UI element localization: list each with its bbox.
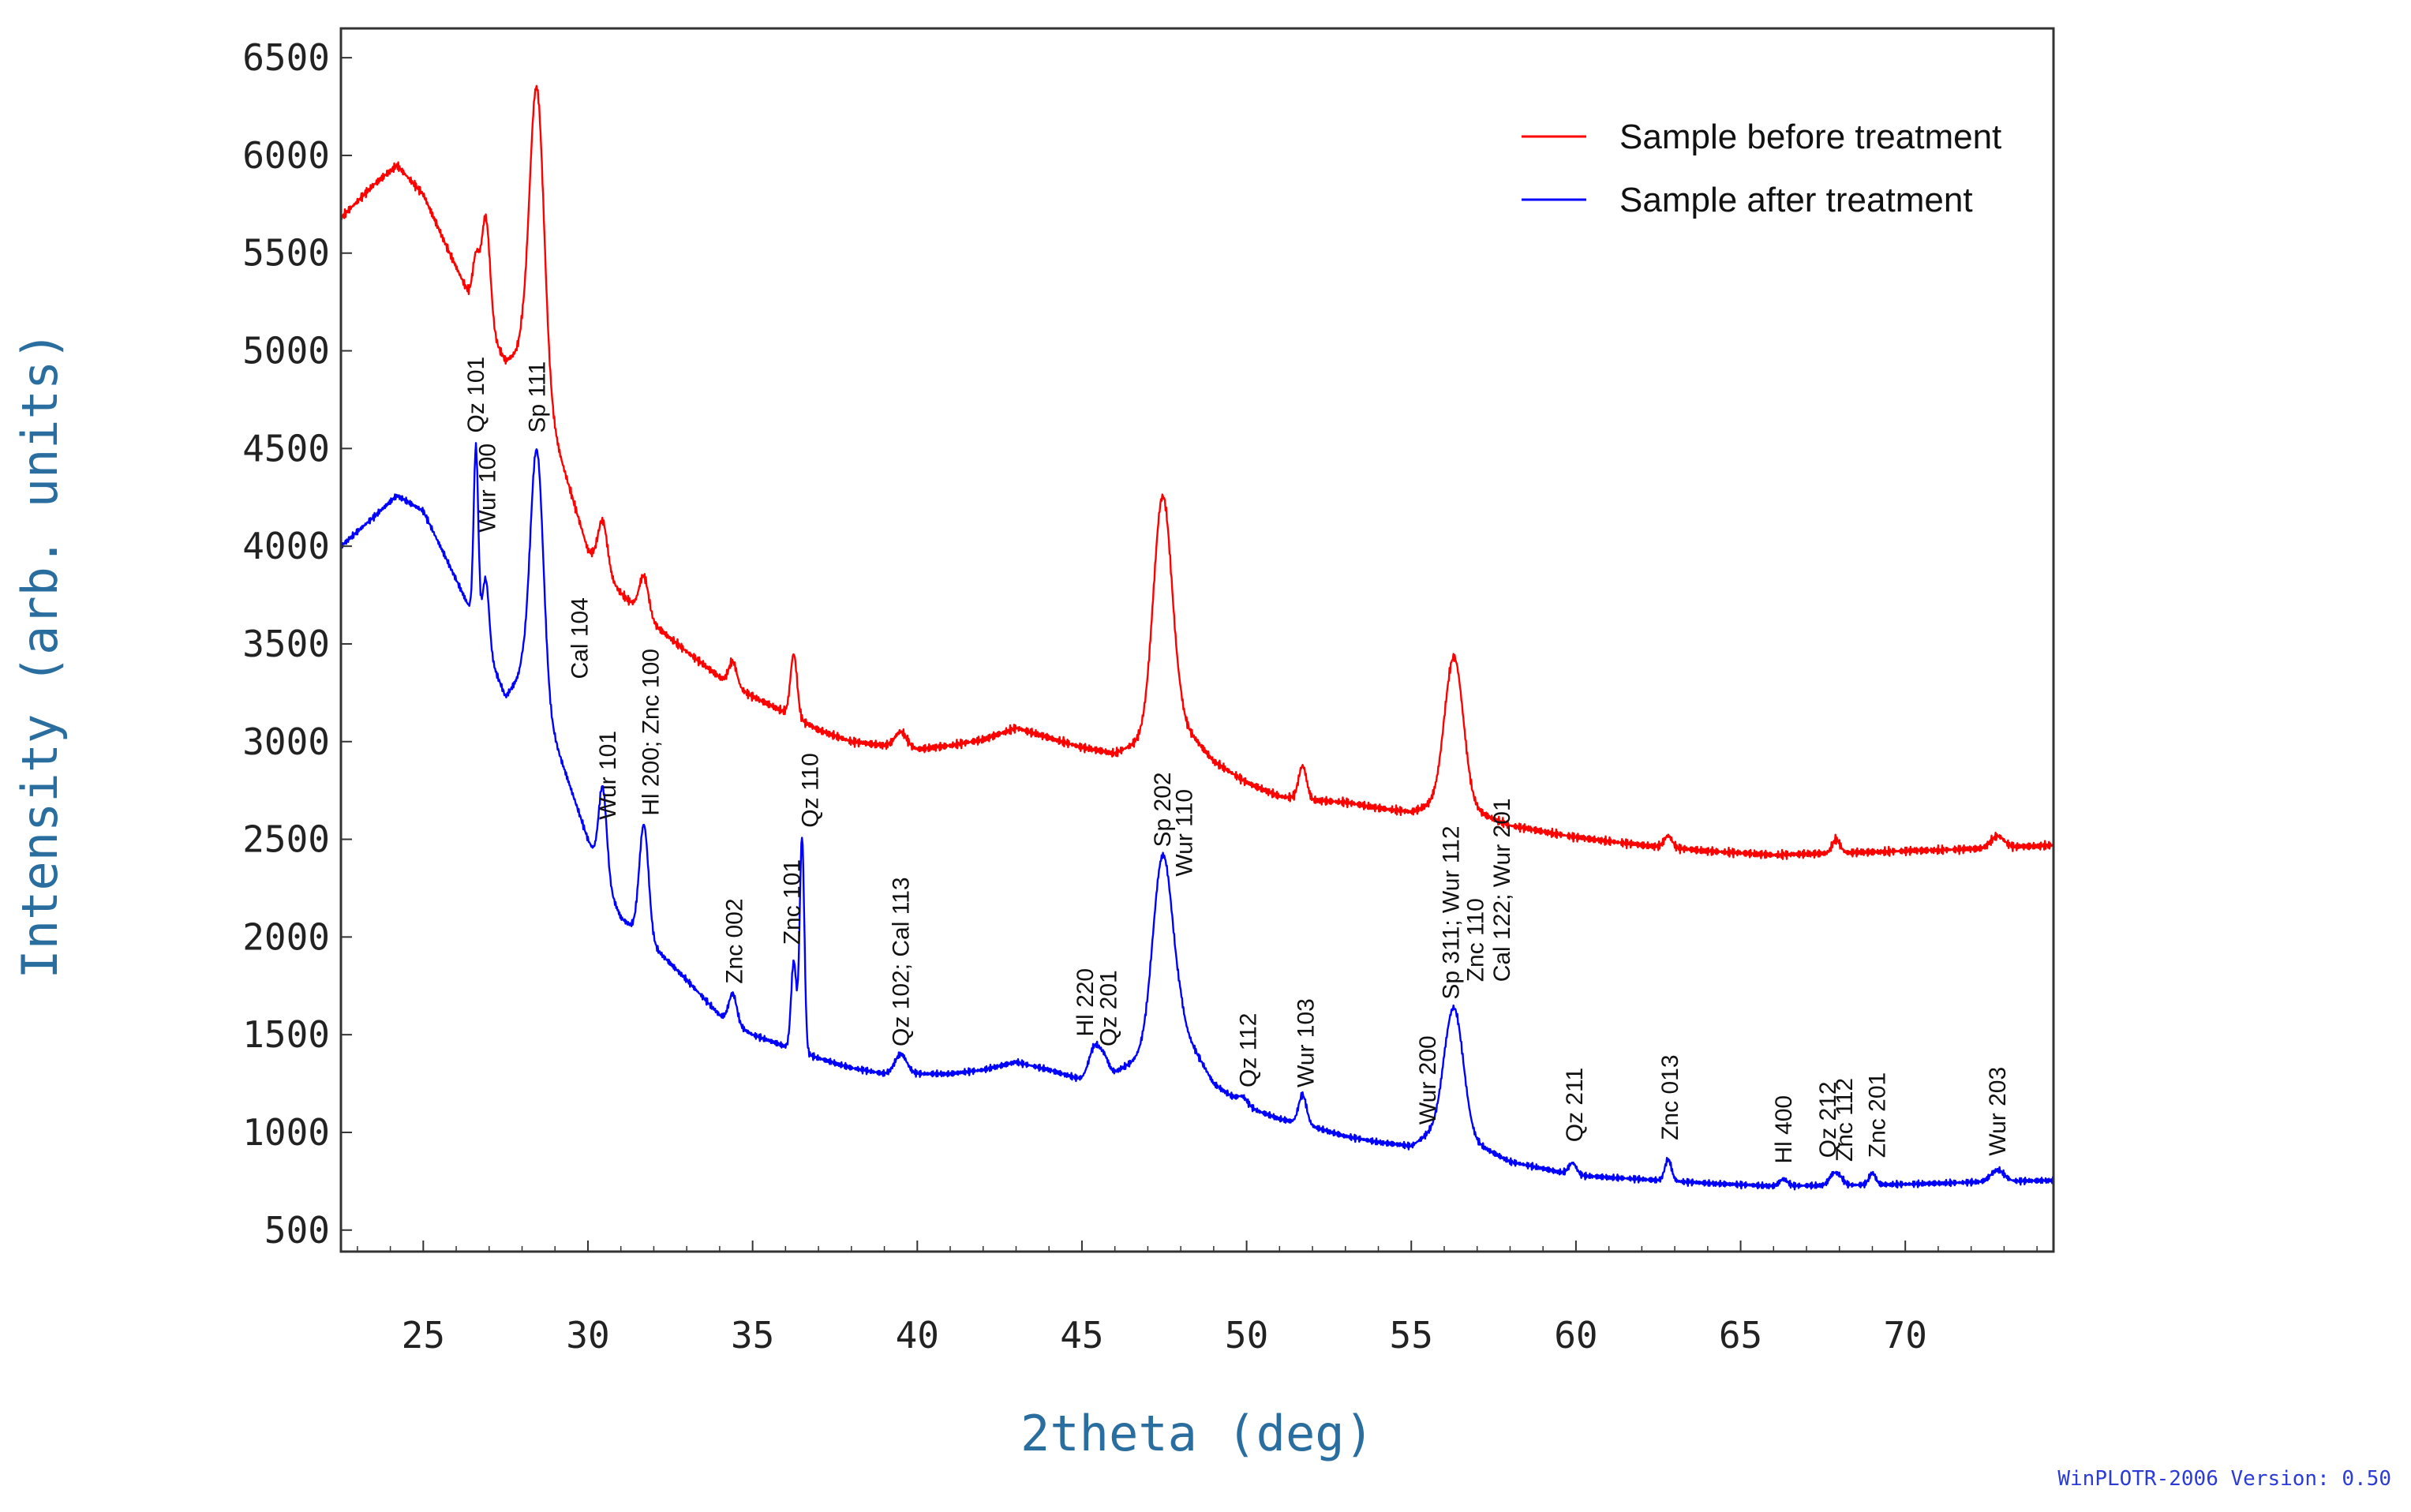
peak-label: Cal 122; Wur 201: [1489, 798, 1515, 982]
x-tick-label: 30: [566, 1314, 609, 1357]
x-axis-ticks: 25 30 35 40 45 50 55 60 65 70: [357, 1241, 2038, 1357]
peak-label: Znc 110: [1463, 898, 1489, 982]
y-tick-label: 1000: [242, 1111, 330, 1154]
x-tick-label: 60: [1554, 1314, 1597, 1357]
y-tick-label: 4000: [242, 525, 330, 567]
x-axis-title: 2theta (deg): [1020, 1405, 1374, 1462]
peak-label: Znc 002: [722, 898, 748, 983]
series-after-treatment: [339, 442, 2055, 1191]
peak-label: Qz 112: [1236, 1013, 1262, 1088]
x-tick-label: 55: [1390, 1314, 1433, 1357]
legend-label-before: Sample before treatment: [1619, 118, 2001, 156]
y-tick-label: 5500: [242, 232, 330, 275]
peak-label: Znc 112: [1832, 1078, 1858, 1162]
peak-label: Wur 101: [595, 731, 621, 820]
peak-label: Wur 103: [1293, 998, 1320, 1087]
y-tick-label: 3000: [242, 720, 330, 763]
peak-label: Wur 110: [1171, 789, 1197, 877]
legend: Sample before treatment Sample after tre…: [1522, 118, 2001, 219]
peak-label: Znc 101: [780, 859, 806, 945]
y-tick-label: 6000: [242, 134, 330, 177]
software-credit: WinPLOTR-2006 Version: 0.50: [2057, 1467, 2391, 1491]
y-tick-label: 2500: [242, 818, 330, 861]
x-tick-label: 70: [1884, 1314, 1927, 1357]
peak-label: Qz 211: [1562, 1068, 1588, 1143]
peak-label: Sp 202: [1150, 772, 1176, 847]
peak-label: Qz 110: [798, 753, 824, 828]
y-tick-label: 2000: [242, 915, 330, 958]
peak-label: Wur 203: [1985, 1067, 2011, 1156]
y-tick-label: 6500: [242, 36, 330, 79]
plot-frame: [339, 27, 2055, 1253]
x-tick-label: 35: [731, 1314, 774, 1357]
y-tick-label: 4500: [242, 427, 330, 470]
peak-label: Sp 111: [524, 361, 550, 433]
peak-label: Wur 200: [1415, 1035, 1441, 1125]
y-axis-title: Intensity (arb. units): [11, 331, 69, 979]
x-tick-label: 45: [1060, 1314, 1103, 1357]
peak-label: Wur 100: [475, 443, 501, 533]
x-tick-label: 25: [402, 1314, 445, 1357]
peak-label: Znc 013: [1657, 1054, 1683, 1140]
peak-annotations: Qz 101 Wur 100 Sp 111 Cal 104 Wur 101 Hl 200;…: [463, 357, 2011, 1164]
series-layer: [339, 84, 2055, 1191]
peak-label: Hl 400: [1771, 1095, 1797, 1164]
x-tick-label: 65: [1719, 1314, 1762, 1357]
peak-label: Qz 212: [1815, 1081, 1841, 1158]
y-axis-ticks: 500 1000 1500 2000 2500 3000 3500 4000 4500 5000 5…: [242, 36, 352, 1252]
y-tick-label: 3500: [242, 623, 330, 665]
peak-label: Qz 102; Cal 113: [888, 877, 914, 1046]
x-tick-label: 50: [1225, 1314, 1268, 1357]
peak-label: Znc 201: [1865, 1072, 1891, 1158]
y-tick-label: 5000: [242, 330, 330, 372]
peak-label: Qz 201: [1095, 970, 1121, 1046]
peak-label: Hl 220: [1073, 968, 1099, 1037]
legend-label-after: Sample after treatment: [1619, 181, 1973, 219]
x-tick-label: 40: [896, 1314, 939, 1357]
peak-label: Qz 101: [463, 357, 489, 433]
peak-label: Hl 200; Znc 100: [638, 649, 664, 816]
series-before-treatment: [339, 84, 2055, 860]
y-tick-label: 500: [264, 1209, 330, 1252]
peak-label: Sp 311; Wur 112: [1438, 825, 1464, 999]
peak-label: Cal 104: [567, 597, 593, 679]
y-tick-label: 1500: [242, 1013, 330, 1056]
